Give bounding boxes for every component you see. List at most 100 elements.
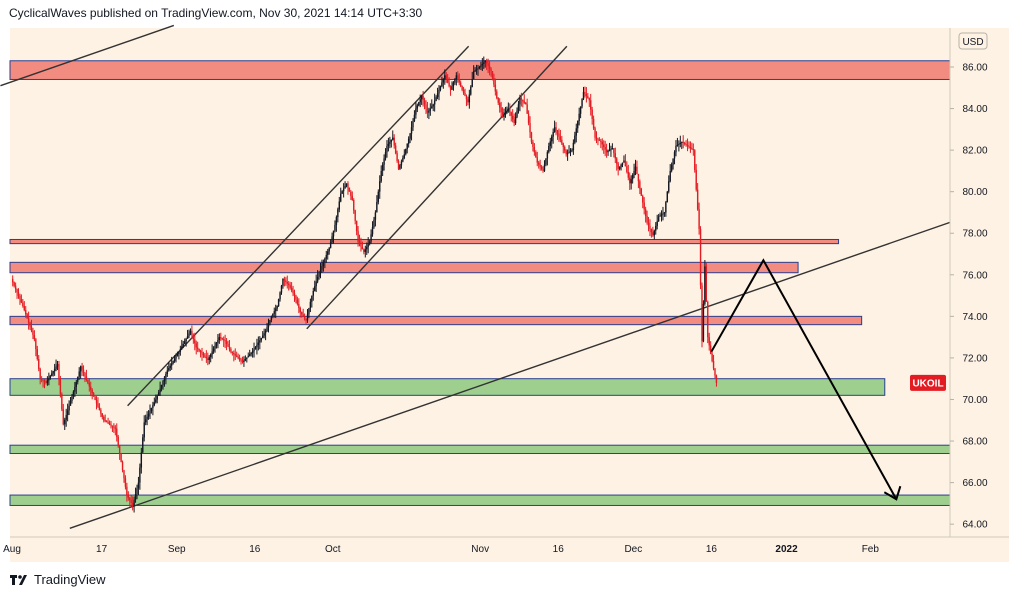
candle xyxy=(714,368,716,379)
candle xyxy=(68,400,70,416)
candle-body xyxy=(110,424,112,426)
candle xyxy=(104,414,106,423)
candle xyxy=(561,135,563,145)
candle xyxy=(478,65,481,70)
candle-body xyxy=(572,142,575,151)
candle-body xyxy=(301,312,303,315)
candle-body xyxy=(152,405,154,409)
candle-body xyxy=(568,152,570,154)
candle-body xyxy=(98,406,101,411)
candle-body xyxy=(142,437,144,453)
candle-body xyxy=(670,164,673,171)
candle xyxy=(254,346,257,350)
candle-body xyxy=(679,142,682,144)
candle-body xyxy=(58,364,60,380)
candle xyxy=(17,288,20,299)
candle-body xyxy=(649,225,651,230)
candle-body xyxy=(543,164,546,171)
candle xyxy=(311,295,313,308)
x-tick-label: 16 xyxy=(553,544,565,555)
candle-body xyxy=(644,209,647,217)
candle-body xyxy=(692,149,695,151)
candle xyxy=(631,173,634,184)
candle-body xyxy=(81,366,83,370)
candle-body xyxy=(457,75,459,79)
candle xyxy=(303,313,306,321)
candle-body xyxy=(594,128,596,138)
candle xyxy=(592,115,595,130)
candle-body xyxy=(513,119,515,124)
candle-body xyxy=(490,68,492,72)
candle-body xyxy=(74,387,76,392)
price-axis[interactable] xyxy=(950,28,1009,537)
candle-body xyxy=(241,360,244,363)
candle xyxy=(694,149,696,173)
candle xyxy=(403,149,406,160)
candle xyxy=(302,308,304,317)
candle xyxy=(500,101,502,118)
candle-body xyxy=(371,227,374,235)
candle-body xyxy=(668,181,670,192)
candle xyxy=(484,60,486,68)
candle-body xyxy=(683,142,686,144)
candle-body xyxy=(147,413,150,417)
candle xyxy=(688,141,690,149)
candle xyxy=(657,213,660,222)
candle xyxy=(562,142,564,154)
candle-body xyxy=(53,368,56,372)
candle-body xyxy=(474,70,476,72)
candle xyxy=(695,164,697,192)
candle-body xyxy=(347,183,349,188)
candle xyxy=(269,319,271,326)
currency-box[interactable] xyxy=(958,32,988,50)
x-tick-label: Oct xyxy=(325,544,341,555)
candle xyxy=(507,102,510,113)
candle xyxy=(81,362,83,376)
plot-area[interactable] xyxy=(10,28,950,537)
candle xyxy=(493,73,495,88)
candle-body xyxy=(509,108,511,113)
resistance-zone-2 xyxy=(9,261,799,274)
zones-layer xyxy=(9,60,951,506)
candle xyxy=(383,154,385,171)
time-axis[interactable] xyxy=(10,537,1009,562)
candle xyxy=(355,220,358,236)
y-tick-label: 84.00 xyxy=(962,104,987,115)
candle-body xyxy=(188,333,190,337)
candle-body xyxy=(298,303,300,309)
candle-body xyxy=(696,189,699,210)
candle-body xyxy=(61,394,63,410)
candle-body xyxy=(64,419,66,425)
candle-body xyxy=(179,349,182,352)
candle xyxy=(165,371,167,385)
candle-body xyxy=(564,147,566,151)
candle xyxy=(517,100,520,114)
candle xyxy=(290,282,293,293)
candle xyxy=(49,374,51,380)
candle-body xyxy=(522,99,524,102)
candle-body xyxy=(162,381,164,385)
candle xyxy=(348,187,351,192)
candle xyxy=(438,85,440,101)
candle-body xyxy=(331,236,333,243)
candle-body xyxy=(491,71,494,78)
candle-body xyxy=(459,82,462,87)
candle xyxy=(516,107,518,119)
candle-body xyxy=(220,337,222,339)
candle-body xyxy=(610,149,612,151)
candle xyxy=(233,350,235,362)
candle-body xyxy=(66,410,69,416)
candle-body xyxy=(449,86,452,90)
candle-body xyxy=(273,311,275,314)
candle xyxy=(331,232,333,244)
candle xyxy=(23,301,25,312)
candle-body xyxy=(198,349,200,351)
candle-body xyxy=(52,371,54,374)
candle xyxy=(147,410,150,420)
candle xyxy=(588,97,590,107)
candle xyxy=(168,362,170,372)
candle-body xyxy=(182,343,184,347)
candle-body xyxy=(116,428,118,437)
candle xyxy=(127,491,130,501)
